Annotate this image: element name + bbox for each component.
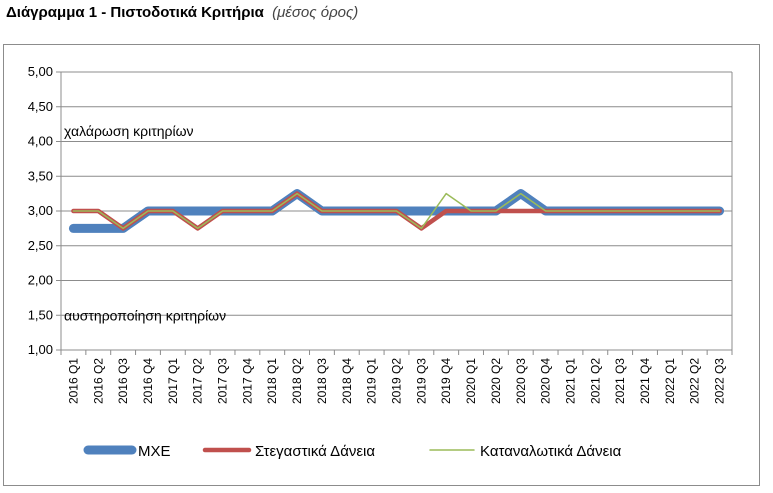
x-tick-label: 2016 Q2: [91, 358, 105, 404]
x-tick-label: 2018 Q2: [290, 358, 304, 404]
x-tick-label: 2021 Q3: [613, 358, 627, 404]
x-tick-label: 2020 Q4: [539, 358, 553, 404]
y-tick-label: 4,50: [28, 99, 53, 114]
x-axis-ticks: 2016 Q1 2016 Q2 2016 Q3 2016 Q4 2017 Q1 2017 …: [66, 358, 726, 404]
legend-entry-label: Καταναλωτικά Δάνεια: [480, 443, 622, 460]
y-tick-label: 2,00: [28, 273, 53, 288]
x-tick-label: 2018 Q3: [315, 358, 329, 404]
x-tick-label: 2019 Q1: [365, 358, 379, 404]
x-tick-label: 2021 Q2: [588, 358, 602, 404]
y-tick-label: 2,50: [28, 238, 53, 253]
x-tick-label: 2021 Q1: [563, 358, 577, 404]
x-tick-label: 2017 Q4: [240, 358, 254, 404]
y-tick-label: 3,00: [28, 203, 53, 218]
x-tick-label: 2016 Q1: [66, 358, 80, 404]
x-tick-label: 2020 Q1: [464, 358, 478, 404]
y-tick-label: 5,00: [28, 64, 53, 79]
x-tick-label: 2022 Q1: [663, 358, 677, 404]
x-tick-label: 2016 Q4: [141, 358, 155, 404]
x-tick-label: 2019 Q4: [439, 358, 453, 404]
series-line-3: [72, 192, 721, 230]
chart-title-main: Διάγραμμα 1 - Πιστοδοτικά Κριτήρια: [6, 4, 264, 21]
x-tick-label: 2020 Q2: [489, 358, 503, 404]
x-tick-label: 2017 Q2: [191, 358, 205, 404]
series-lines: [68, 189, 725, 233]
x-tick-label: 2016 Q3: [116, 358, 130, 404]
x-tick-label: 2019 Q3: [414, 358, 428, 404]
chart-title: Διάγραμμα 1 - Πιστοδοτικά Κριτήρια (μέσο…: [6, 4, 358, 21]
x-tick-label: 2022 Q3: [713, 358, 727, 404]
y-tick-label: 1,50: [28, 307, 53, 322]
x-tick-label: 2017 Q1: [166, 358, 180, 404]
legend: ΜΧΕ Στεγαστικά Δάνεια Καταναλωτικά Δάνεια: [83, 443, 622, 460]
x-tick-label: 2017 Q3: [216, 358, 230, 404]
annotation-label: χαλάρωση κριτηρίων: [64, 123, 194, 139]
x-tick-label: 2021 Q4: [638, 358, 652, 404]
chart-frame: [3, 44, 760, 486]
annotations: χαλάρωση κριτηρίων αυστηροποίηση κριτηρίω…: [64, 123, 226, 323]
chart-title-subtitle: (μέσος όρος): [272, 4, 359, 21]
annotation-label: αυστηροποίηση κριτηρίων: [64, 307, 226, 323]
y-tick-label: 4,00: [28, 134, 53, 149]
y-tick-label: 3,50: [28, 168, 53, 183]
legend-entry-label: Στεγαστικά Δάνεια: [255, 443, 375, 460]
x-tick-label: 2019 Q2: [390, 358, 404, 404]
x-tick-label: 2018 Q1: [265, 358, 279, 404]
legend-entry-label: ΜΧΕ: [138, 443, 171, 460]
x-tick-label: 2022 Q2: [688, 358, 702, 404]
y-tick-label: 1,00: [28, 342, 53, 357]
x-tick-label: 2018 Q4: [340, 358, 354, 404]
x-tick-label: 2020 Q3: [514, 358, 528, 404]
y-axis-ticks: 1,00 1,50 2,00 2,50 3,00 3,50 4,00 4,50 5,00: [28, 64, 53, 357]
